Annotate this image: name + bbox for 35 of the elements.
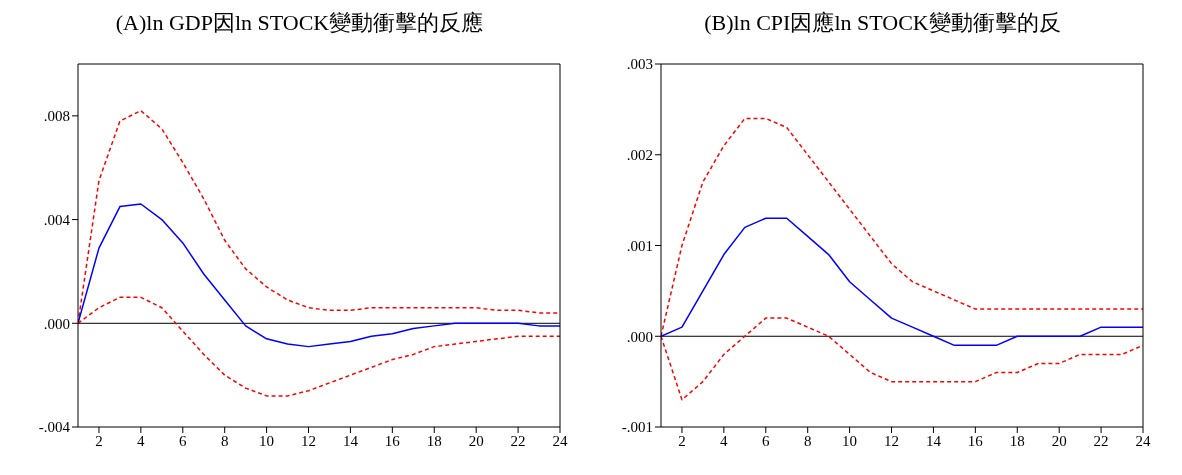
y-tick-label: .002 [626, 147, 653, 164]
y-tick-label: -.004 [38, 419, 71, 436]
y-tick-label: .000 [43, 315, 70, 332]
x-tick-label: 2 [95, 432, 103, 449]
x-tick-label: 14 [342, 432, 359, 449]
x-tick-label: 14 [925, 432, 942, 449]
y-tick-label: .008 [43, 108, 70, 125]
chart-title: (A)ln GDP因ln STOCK變動衝擊的反應 [114, 9, 485, 37]
y-tick-label: -.001 [621, 419, 653, 436]
y-tick-label: .003 [626, 56, 653, 73]
x-tick-label: 12 [301, 432, 317, 449]
chart-title: (B)ln CPI因應ln STOCK變動衝擊的反 [703, 9, 1062, 37]
x-tick-label: 24 [552, 432, 568, 449]
x-tick-label: 24 [1135, 432, 1151, 449]
x-tick-label: 8 [803, 432, 812, 449]
x-tick-label: 22 [1093, 432, 1109, 449]
x-tick-label: 10 [842, 432, 858, 449]
x-tick-label: 20 [468, 432, 484, 449]
x-tick-label: 4 [137, 432, 146, 449]
x-tick-label: 22 [510, 432, 526, 449]
y-tick-label: .000 [626, 328, 653, 345]
x-tick-label: 16 [967, 432, 984, 449]
y-tick-label: .004 [43, 211, 71, 228]
x-tick-label: 2 [678, 432, 686, 449]
x-tick-label: 8 [220, 432, 229, 449]
x-tick-label: 16 [384, 432, 401, 449]
x-tick-label: 12 [884, 432, 900, 449]
x-tick-label: 6 [179, 432, 188, 449]
x-tick-label: 18 [426, 432, 442, 449]
x-tick-label: 6 [762, 432, 771, 449]
x-tick-label: 10 [259, 432, 275, 449]
x-tick-label: 4 [720, 432, 729, 449]
y-tick-label: .001 [626, 237, 653, 254]
x-tick-label: 20 [1051, 432, 1067, 449]
x-tick-label: 18 [1009, 432, 1025, 449]
